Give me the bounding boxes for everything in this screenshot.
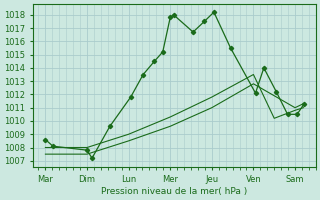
X-axis label: Pression niveau de la mer( hPa ): Pression niveau de la mer( hPa ) bbox=[101, 187, 247, 196]
